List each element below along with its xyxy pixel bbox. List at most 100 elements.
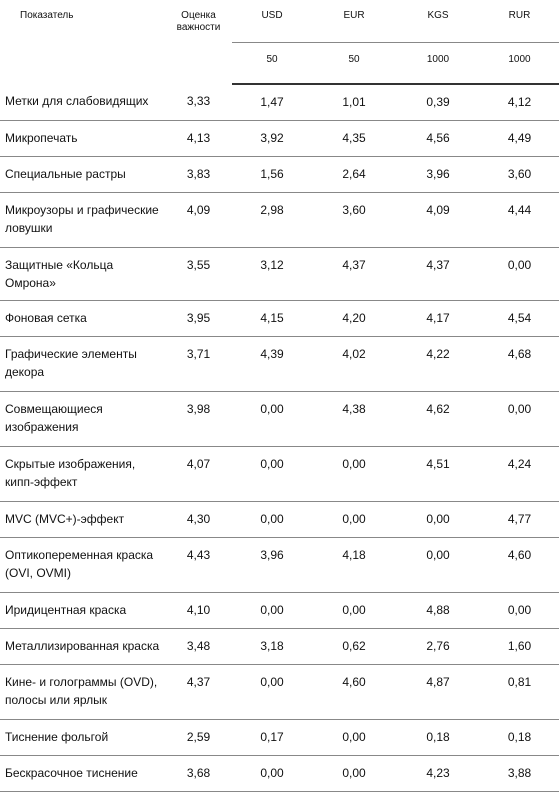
row-value-rur: 4,12 (507, 95, 532, 109)
row-importance-value: 3,71 (186, 347, 211, 361)
row-importance-value: 3,68 (186, 766, 211, 780)
row-value-eur: 0,00 (342, 766, 366, 780)
header-indicator: Показатель (20, 10, 74, 21)
row-indicator-name: Кине- и голограммы (OVD), полосы или ярл… (5, 675, 158, 707)
row-importance-value: 4,37 (186, 675, 211, 689)
table-row: Фоновая сетка 3,95 4,15 4,20 4,17 4,54 (0, 301, 559, 337)
row-importance-value: 3,98 (186, 402, 211, 416)
row-importance-value: 4,43 (186, 548, 211, 562)
table-row: Метки для слабовидящих 3,33 1,47 1,01 0,39 4,… (0, 84, 559, 121)
table-row: Бескрасочное тиснение 3,68 0,00 0,00 4,23 3,8… (0, 756, 559, 792)
row-value-eur: 4,37 (342, 258, 366, 272)
row-value-rur: 4,44 (507, 203, 532, 217)
row-importance-value: 4,13 (186, 131, 211, 145)
row-value-kgs: 4,37 (426, 258, 450, 272)
row-indicator-name: Совмещающиеся изображения (5, 402, 103, 434)
row-indicator-name: Иридицентная краска (5, 603, 127, 617)
row-value-usd: 4,39 (260, 347, 284, 361)
row-value-eur: 4,60 (342, 675, 366, 689)
header-denomination-eur: 50 (312, 42, 396, 85)
table-row: Металлизированная краска 3,48 3,18 0,62 2,76… (0, 629, 559, 665)
header-importance: Оценка важности (176, 10, 221, 33)
table-row: Иридицентная краска 4,10 0,00 0,00 4,88 0,00 (0, 593, 559, 629)
row-value-rur: 3,88 (507, 766, 532, 780)
row-value-kgs: 4,88 (426, 603, 450, 617)
row-importance-value: 4,09 (186, 203, 211, 217)
row-value-eur: 0,62 (342, 639, 366, 653)
table-row: MVC (MVC+)-эффект 4,30 0,00 0,00 0,00 4,77 (0, 502, 559, 538)
table-row: Специальные растры 3,83 1,56 2,64 3,96 3,60 (0, 157, 559, 193)
row-value-eur: 4,02 (342, 347, 366, 361)
row-value-eur: 2,64 (342, 167, 366, 181)
row-indicator-name: Оптикопеременная краска (OVI, OVMI) (5, 548, 154, 580)
row-value-rur: 0,00 (507, 402, 532, 416)
row-value-eur: 4,18 (342, 548, 366, 562)
row-value-usd: 3,18 (260, 639, 284, 653)
row-importance-value: 2,59 (186, 730, 211, 744)
row-value-usd: 1,47 (260, 95, 284, 109)
row-indicator-name: Фоновая сетка (5, 311, 87, 325)
table-row: Кине- и голограммы (OVD), полосы или ярл… (0, 665, 559, 720)
row-value-usd: 3,12 (260, 258, 284, 272)
row-value-kgs: 4,87 (426, 675, 450, 689)
row-importance-value: 3,83 (186, 167, 211, 181)
row-indicator-name: Скрытые изображения, кипп-эффект (5, 457, 136, 489)
table-row: Совмещающиеся изображения 3,98 0,00 4,38 4,6… (0, 392, 559, 447)
row-value-rur: 0,81 (507, 675, 532, 689)
row-value-eur: 0,00 (342, 512, 366, 526)
row-value-rur: 4,49 (507, 131, 532, 145)
row-value-rur: 4,24 (507, 457, 532, 471)
row-value-eur: 3,60 (342, 203, 366, 217)
row-value-usd: 2,98 (260, 203, 284, 217)
row-value-usd: 0,00 (260, 402, 284, 416)
row-indicator-name: Графические элементы декора (5, 347, 137, 379)
row-value-kgs: 2,76 (426, 639, 450, 653)
header-denomination-usd: 50 (232, 42, 312, 85)
header-currency-rur: RUR (508, 10, 531, 21)
row-value-kgs: 3,96 (426, 167, 450, 181)
row-importance-value: 3,95 (186, 311, 211, 325)
row-value-rur: 0,00 (507, 258, 532, 272)
row-value-rur: 4,54 (507, 311, 532, 325)
row-value-rur: 3,60 (507, 167, 532, 181)
row-value-kgs: 4,22 (426, 347, 450, 361)
row-value-kgs: 0,00 (426, 512, 450, 526)
row-value-rur: 4,77 (507, 512, 532, 526)
row-value-kgs: 4,62 (426, 402, 450, 416)
row-value-usd: 1,56 (260, 167, 284, 181)
header-currency-eur: EUR (343, 10, 365, 21)
row-value-rur: 4,68 (507, 347, 532, 361)
row-value-usd: 0,00 (260, 675, 284, 689)
row-value-usd: 4,15 (260, 311, 284, 325)
row-value-kgs: 0,39 (426, 95, 450, 109)
row-indicator-name: MVC (MVC+)-эффект (5, 512, 125, 526)
row-indicator-name: Микроузоры и графические ловушки (5, 203, 159, 235)
table-row: Микроузоры и графические ловушки 4,09 2,98… (0, 193, 559, 248)
row-value-eur: 4,38 (342, 402, 366, 416)
row-indicator-name: Защитные «Кольца Омрона» (5, 258, 114, 290)
row-indicator-name: Тиснение фольгой (5, 730, 109, 744)
table-header: Показатель Оценка важности USD EUR KGS R… (0, 0, 559, 85)
row-value-eur: 0,00 (342, 730, 366, 744)
table-row: Тиснение фольгой 2,59 0,17 0,00 0,18 0,18 (0, 720, 559, 756)
row-value-rur: 0,18 (507, 730, 532, 744)
row-indicator-name: Специальные растры (5, 167, 126, 181)
row-importance-value: 4,07 (186, 457, 211, 471)
row-value-rur: 1,60 (507, 639, 532, 653)
header-currency-usd: USD (261, 10, 283, 21)
row-value-kgs: 4,23 (426, 766, 450, 780)
row-value-kgs: 4,09 (426, 203, 450, 217)
row-value-eur: 1,01 (342, 95, 366, 109)
row-value-usd: 0,00 (260, 457, 284, 471)
row-indicator-name: Микропечать (5, 131, 78, 145)
table-body: Метки для слабовидящих 3,33 1,47 1,01 0,39 4,… (0, 84, 559, 792)
header-denomination-kgs: 1000 (396, 42, 480, 85)
row-importance-value: 4,10 (186, 603, 211, 617)
table-row: Микропечать 4,13 3,92 4,35 4,56 4,49 (0, 121, 559, 157)
row-value-eur: 4,35 (342, 131, 366, 145)
row-indicator-name: Металлизированная краска (5, 639, 160, 653)
row-value-usd: 0,17 (260, 730, 284, 744)
row-value-eur: 0,00 (342, 603, 366, 617)
row-importance-value: 4,30 (186, 512, 211, 526)
